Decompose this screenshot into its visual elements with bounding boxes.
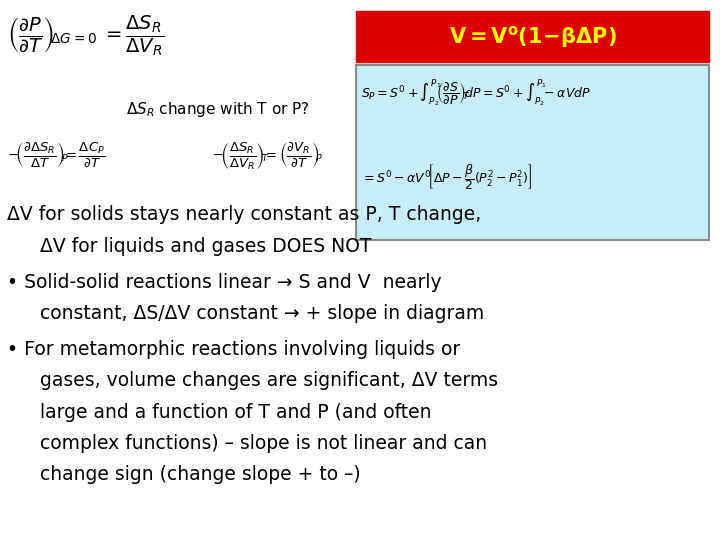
Text: $\mathbf{V = V^o(1\!-\!\beta\Delta P)}$: $\mathbf{V = V^o(1\!-\!\beta\Delta P)}$	[449, 24, 617, 50]
Bar	[356, 65, 709, 240]
Text: $\Delta S_R$ change with T or P?: $\Delta S_R$ change with T or P?	[126, 100, 310, 119]
Text: change sign (change slope + to –): change sign (change slope + to –)	[40, 465, 360, 484]
Text: • Solid-solid reactions linear → S and V  nearly: • Solid-solid reactions linear → S and V…	[7, 273, 442, 292]
Text: $= S^0 - \alpha V^0\!\left[\Delta P - \dfrac{\beta}{2}(P_2^2 - P_1^2)\right]$: $= S^0 - \alpha V^0\!\left[\Delta P - \d…	[361, 162, 533, 192]
Text: gases, volume changes are significant, ΔV terms: gases, volume changes are significant, Δ…	[40, 371, 498, 390]
Text: $-\!\left(\dfrac{\Delta S_R}{\Delta V_R}\right)_{\!\!T}\!\! = \left(\dfrac{\part: $-\!\left(\dfrac{\Delta S_R}{\Delta V_R}…	[212, 140, 324, 172]
Text: ΔV for solids stays nearly constant as P, T change,: ΔV for solids stays nearly constant as P…	[7, 205, 482, 224]
Text: $\left(\dfrac{\partial P}{\partial T}\right)_{\!\!\Delta G=0}$$\; = \dfrac{\Delt: $\left(\dfrac{\partial P}{\partial T}\ri…	[7, 14, 165, 58]
Text: $-\!\left(\dfrac{\partial \Delta S_R}{\Delta T}\right)_{\!\!P}\!\! = \dfrac{\Del: $-\!\left(\dfrac{\partial \Delta S_R}{\D…	[7, 140, 105, 170]
Text: large and a function of T and P (and often: large and a function of T and P (and oft…	[40, 402, 431, 422]
Text: ΔV for liquids and gases DOES NOT: ΔV for liquids and gases DOES NOT	[40, 237, 371, 255]
Text: • For metamorphic reactions involving liquids or: • For metamorphic reactions involving li…	[7, 340, 461, 359]
Text: complex functions) – slope is not linear and can: complex functions) – slope is not linear…	[40, 434, 487, 453]
Text: constant, ΔS/ΔV constant → + slope in diagram: constant, ΔS/ΔV constant → + slope in di…	[40, 304, 484, 323]
Text: $S_P = S^0 + \int_{P_2}^{P_1}\!\!\left(\dfrac{\partial S}{\partial P}\right)_{\!: $S_P = S^0 + \int_{P_2}^{P_1}\!\!\left(\…	[361, 78, 591, 109]
Bar	[356, 11, 709, 62]
